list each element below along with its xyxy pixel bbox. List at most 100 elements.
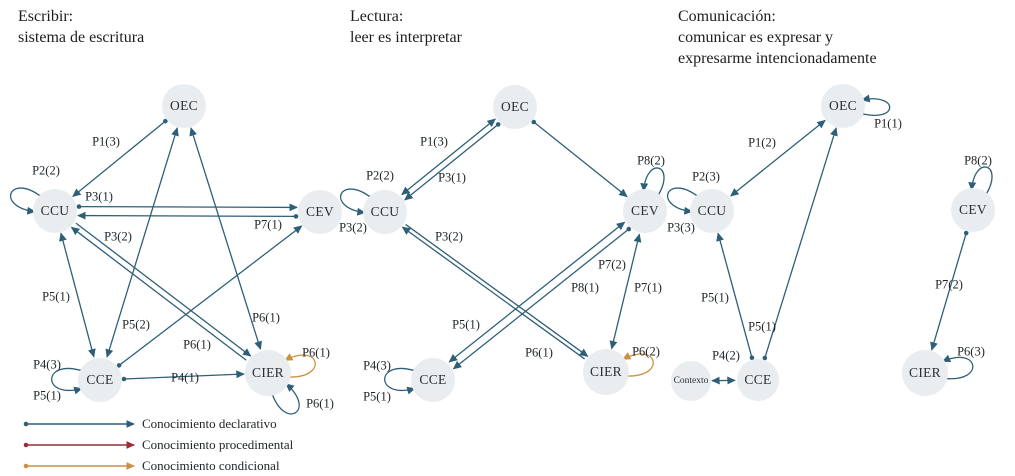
self-loop-comunicacion-CIER [941, 354, 974, 381]
edge-escribir-CCE-CIER [121, 370, 245, 382]
self-loop-lectura-CCU [339, 188, 374, 216]
self-loop-lectura-CEV [640, 167, 665, 198]
edge-escribir-CEV-CCU [77, 211, 299, 220]
node-label-escribir-CCE: CCE [86, 372, 114, 387]
node-label-lectura-CEV: CEV [631, 203, 659, 218]
self-loop-lectura-CCE [384, 367, 418, 395]
node-label-lectura-OEC: OEC [501, 99, 529, 114]
loop-label-lectura-P5(1): P5(1) [363, 389, 391, 404]
edge-escribir-CCU-CIER [75, 222, 252, 357]
loop-label-lectura-P3(2): P3(2) [339, 220, 367, 235]
edge-label-comunicacion-P5(1): P5(1) [701, 290, 729, 305]
edge-label-comunicacion-P4(2): P4(2) [712, 348, 740, 363]
edge-lectura-OEC-CEV [531, 119, 628, 198]
edge-label-lectura-P3(1): P3(1) [438, 170, 466, 185]
legend-label-conditional: Conocimiento condicional [142, 458, 280, 473]
edge-lectura-CIER-CCU [401, 226, 585, 360]
node-circle-comunicacion-CIER [902, 350, 948, 396]
edge-layer [9, 94, 993, 415]
edge-label-escribir-P6(1): P6(1) [252, 310, 280, 325]
edge-comunicacion-CCU-OEC [730, 119, 826, 197]
diagram-title-comunicacion-line2: comunicar es expresar y [678, 29, 834, 46]
edge-label-escribir-P1(3): P1(3) [92, 134, 120, 149]
loop-label-escribir-P5(1): P5(1) [33, 388, 61, 403]
node-label-escribir-CEV: CEV [306, 204, 334, 219]
self-loop-escribir-CIER [269, 383, 300, 415]
edge-label-lectura-P7(1): P7(1) [634, 280, 662, 295]
edge-lectura-CCU-CIER [405, 223, 589, 357]
edge-label-comunicacion-P1(2): P1(2) [748, 135, 776, 150]
node-circle-comunicacion-OEC [821, 84, 865, 128]
node-label-comunicacion-Contexto: Contexto [673, 376, 709, 386]
diagram-title-escribir-line1: Escribir: [18, 8, 74, 25]
loop-label-escribir-P4(3): P4(3) [33, 357, 61, 372]
loop-label-lectura-P2(2): P2(2) [366, 168, 394, 183]
node-circle-escribir-CCE [78, 358, 122, 402]
node-label-escribir-CIER: CIER [252, 365, 284, 380]
loop-label-escribir-P6(1): P6(1) [306, 396, 334, 411]
edge-escribir-CCE-CEV [116, 225, 303, 368]
edge-escribir-CIER-OEC [189, 127, 262, 351]
edge-label-lectura-P6(1): P6(1) [525, 345, 553, 360]
self-loop-comunicacion-OEC [859, 94, 891, 116]
edge-label-escribir-P7(1): P7(1) [254, 217, 282, 232]
node-label-comunicacion-CEV: CEV [959, 202, 987, 217]
node-label-comunicacion-CIER: CIER [909, 365, 941, 380]
node-circle-lectura-CCU [363, 190, 407, 234]
node-label-lectura-CCE: CCE [419, 372, 447, 387]
loop-label-lectura-P6(2): P6(2) [632, 344, 660, 359]
node-layer [33, 84, 995, 402]
node-circle-lectura-CCE [411, 358, 455, 402]
loop-label-comunicacion-P3(3): P3(3) [667, 220, 695, 235]
loop-label-comunicacion-P8(2): P8(2) [964, 153, 992, 168]
edge-escribir-CCE-CCU [59, 232, 96, 358]
diagram-title-lectura-line1: Lectura: [350, 8, 404, 25]
edge-label-lectura-P8(1): P8(1) [571, 280, 599, 295]
self-loop-comunicacion-CEV [968, 166, 993, 197]
edge-lectura-CEV-CCE [452, 226, 632, 370]
edge-label-comunicacion-P7(2): P7(2) [935, 277, 963, 292]
self-loop-escribir-CCE [51, 367, 85, 395]
loop-label-comunicacion-P2(3): P2(3) [692, 169, 720, 184]
loop-label-comunicacion-P1(1): P1(1) [874, 116, 902, 131]
edge-label-escribir-P3(2): P3(2) [104, 229, 132, 244]
node-label-comunicacion-CCU: CCU [697, 203, 727, 218]
node-circle-lectura-CEV [623, 189, 667, 233]
edge-label-lectura-P3(2): P3(2) [435, 229, 463, 244]
loop-label-comunicacion-P6(3): P6(3) [957, 344, 985, 359]
node-label-lectura-CCU: CCU [370, 204, 400, 219]
self-loop-lectura-CIER [621, 352, 654, 379]
node-label-escribir-CCU: CCU [40, 203, 70, 218]
node-circle-lectura-OEC [493, 85, 537, 129]
loop-label-escribir-P6(1): P6(1) [302, 345, 330, 360]
node-circle-escribir-CEV [298, 190, 342, 234]
diagram-title-lectura-line2: leer es interpretar [350, 29, 462, 46]
node-circle-escribir-OEC [162, 84, 206, 128]
edge-comunicacion-CCE-OEC [762, 127, 838, 361]
edge-label-lectura-P5(1): P5(1) [452, 317, 480, 332]
diagram-title-comunicacion-line3: expresarme intencionadamente [678, 50, 877, 67]
node-circle-comunicacion-Contexto [671, 361, 711, 401]
edge-label-lectura-P7(2): P7(2) [598, 257, 626, 272]
node-circle-comunicacion-CEV [951, 188, 995, 232]
node-label-escribir-OEC: OEC [170, 98, 198, 113]
legend-layer [23, 420, 135, 470]
edge-lectura-CEV-CIER [609, 233, 642, 350]
edge-escribir-CIER-CCU [70, 226, 247, 361]
node-label-lectura-CIER: CIER [590, 364, 622, 379]
diagram-title-escribir-line2: sistema de escritura [18, 29, 145, 46]
node-circle-escribir-CCU [33, 189, 77, 233]
edge-label-escribir-P6(1): P6(1) [183, 337, 211, 352]
edge-label-lectura-P1(3): P1(3) [420, 134, 448, 149]
edge-label-escribir-P5(2): P5(2) [122, 317, 150, 332]
node-circle-lectura-CIER [583, 349, 629, 395]
edge-escribir-CCU-CEV [76, 203, 298, 212]
legend-label-procedural: Conocimiento procedimental [142, 437, 294, 452]
diagram-title-comunicacion-line1: Comunicación: [678, 8, 776, 25]
edge-label-escribir-P4(1): P4(1) [171, 370, 199, 385]
node-circle-escribir-CIER [245, 350, 291, 396]
edge-escribir-OEC-CCU [72, 118, 168, 198]
edge-lectura-OEC-CCU [404, 122, 501, 201]
